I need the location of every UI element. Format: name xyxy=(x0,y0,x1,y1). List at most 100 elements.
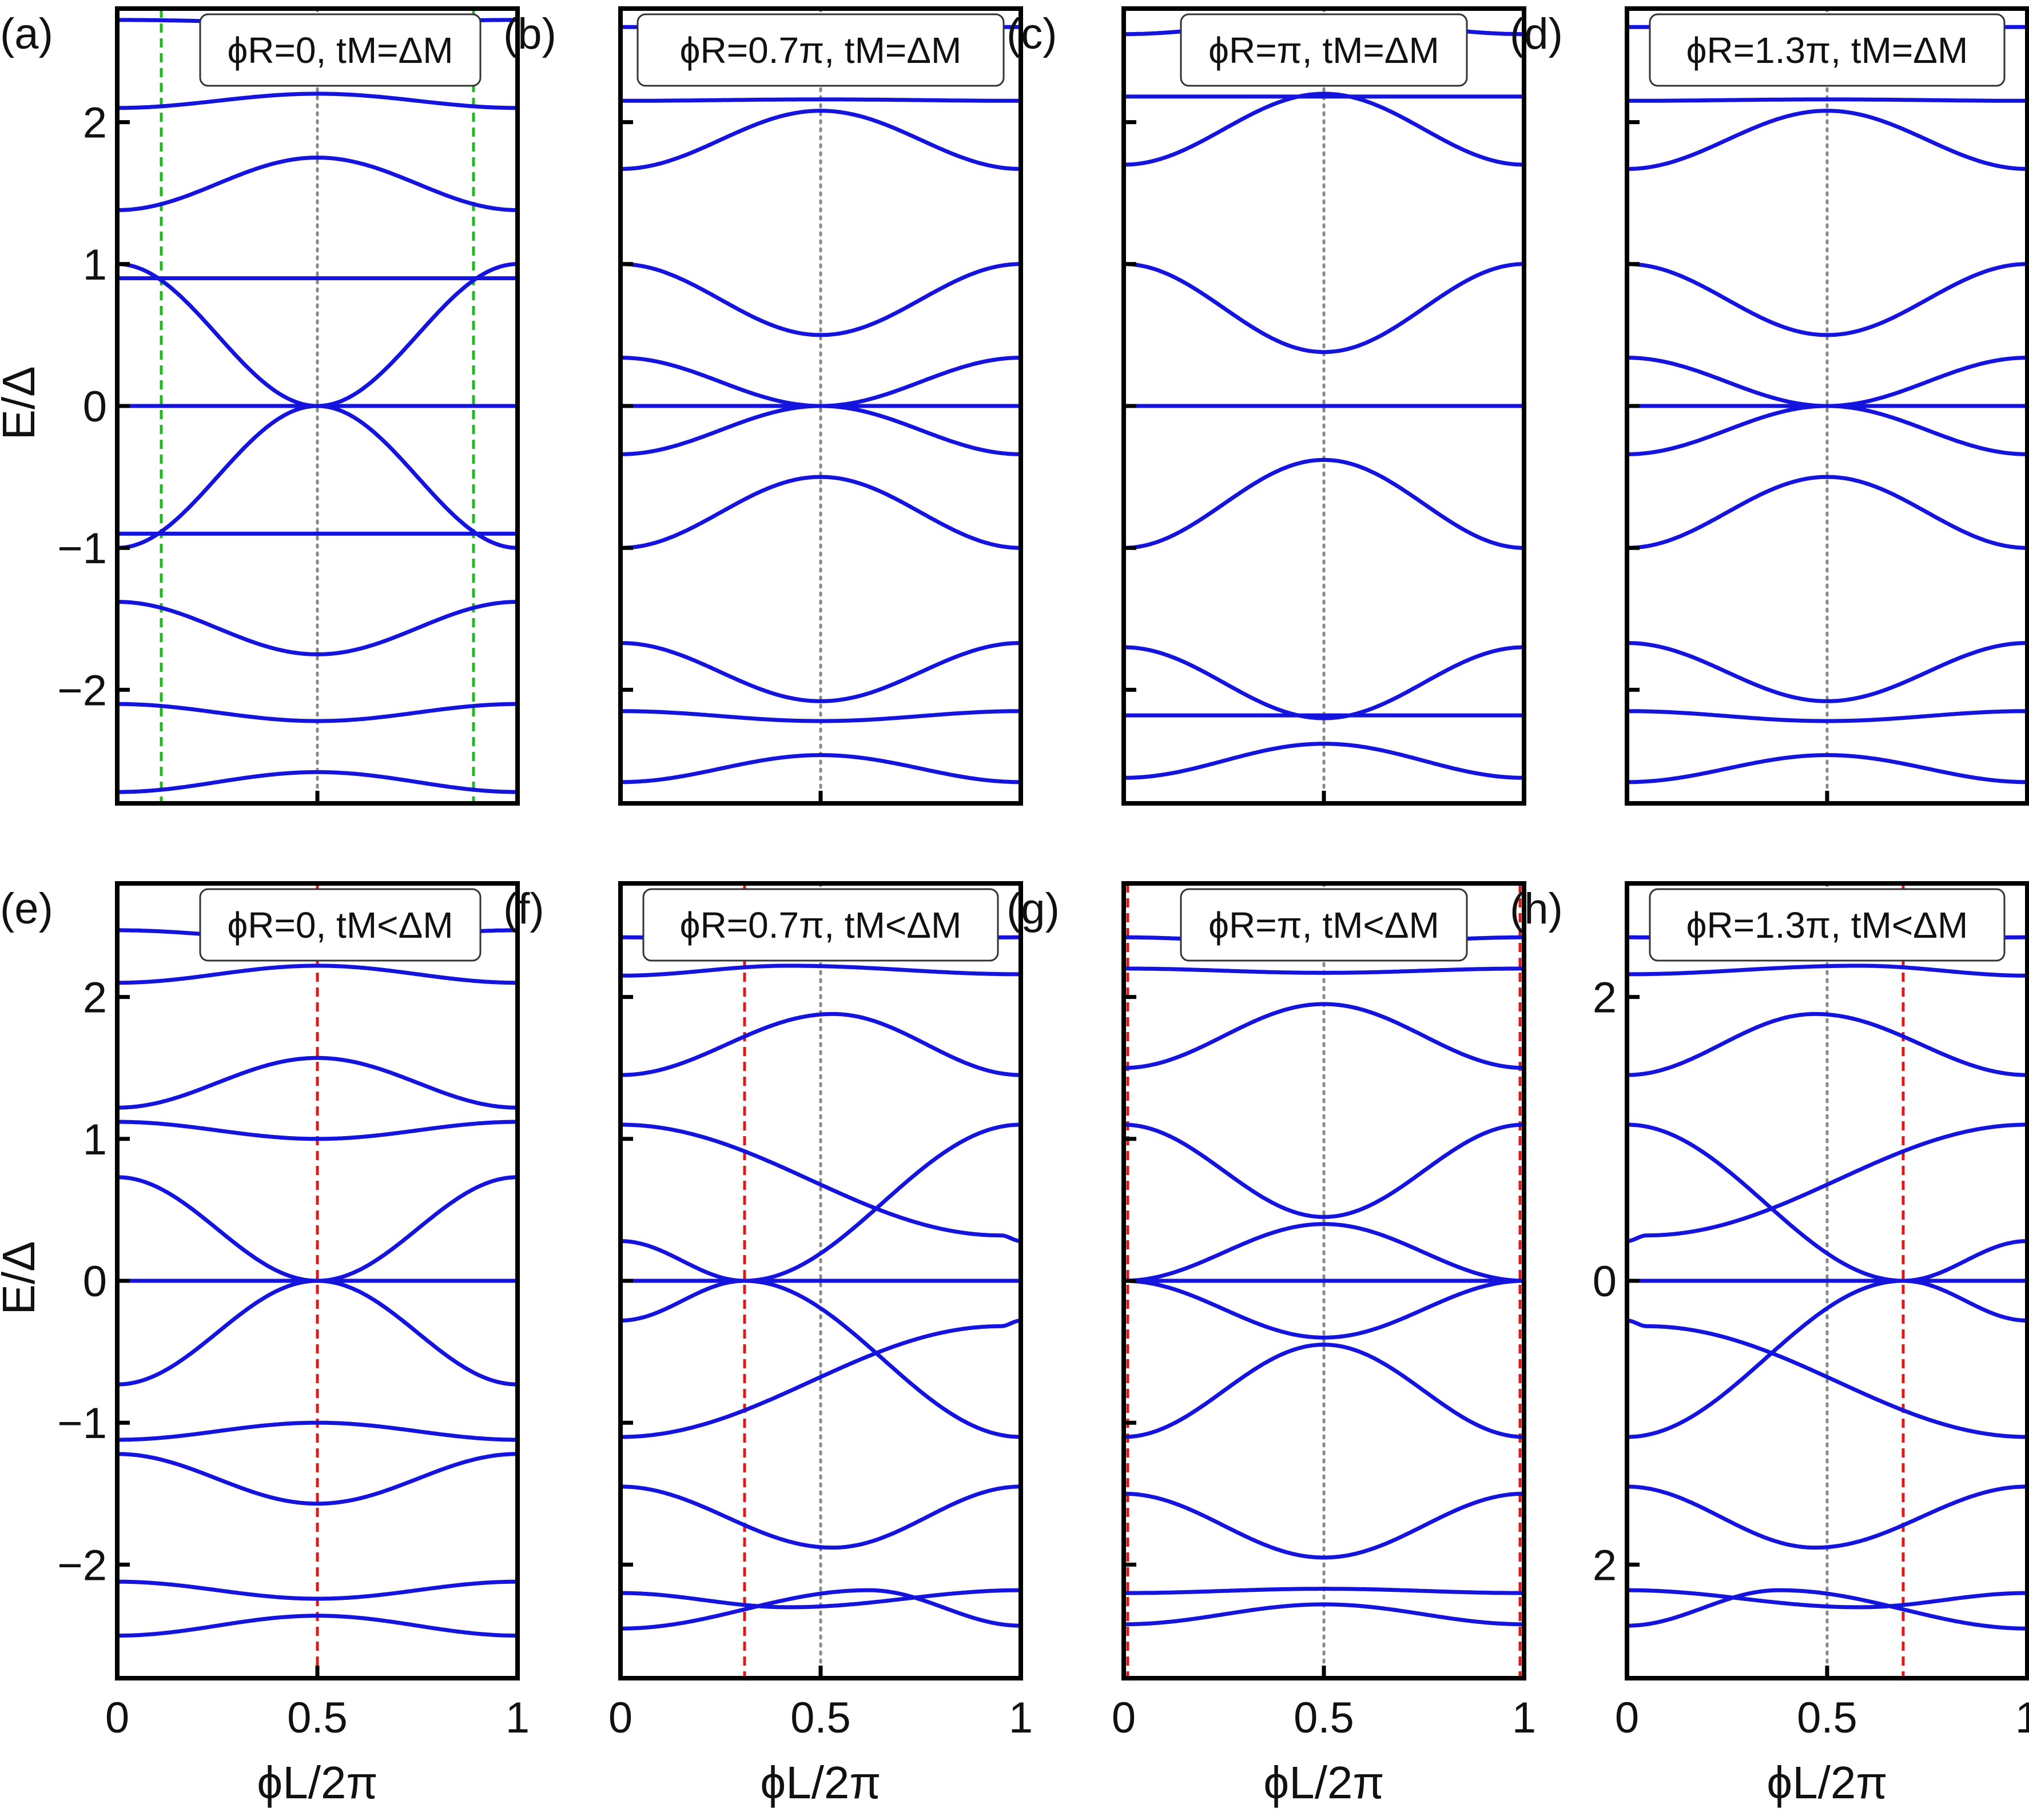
legend-text: ϕR=π, tM=ΔM xyxy=(1208,30,1439,71)
energy-band-line xyxy=(620,1484,1021,1550)
panel-label: (a) xyxy=(0,10,53,58)
legend-text: ϕR=π, tM<ΔM xyxy=(1208,905,1439,946)
energy-band-line xyxy=(620,641,1021,703)
energy-band-line xyxy=(1124,645,1524,720)
energy-band-line xyxy=(117,600,518,656)
energy-band-line xyxy=(1124,1122,1524,1219)
panel-c: (c) ϕR=π, tM=ΔM xyxy=(1006,6,1526,806)
x-tick-label: 0 xyxy=(105,1694,129,1742)
energy-band-line xyxy=(620,1319,1021,1439)
energy-band-line xyxy=(620,356,1021,408)
energy-band-line xyxy=(117,1452,518,1506)
legend-box xyxy=(1180,888,1468,962)
energy-band-line xyxy=(1627,1588,2027,1610)
panel-g: 0 0.5 1 (g) ϕR=π, tM<ΔM xyxy=(1006,881,1536,1742)
x-tick-label: 1 xyxy=(1009,1694,1033,1742)
energy-band-line xyxy=(620,1588,1021,1631)
y-tick-label: 2 xyxy=(83,974,107,1022)
energy-band-line xyxy=(1627,641,2027,703)
legend-text: ϕR=0, tM<ΔM xyxy=(227,905,453,946)
y-tick-label: 1 xyxy=(83,241,107,289)
plot-area-b xyxy=(620,9,1021,803)
energy-band-line xyxy=(1627,709,2027,723)
panels-layer: −2 −1 0 1 2 (a) ϕR=0, tM=ΔM (b) ϕR=0.7π, tM=ΔM (c… xyxy=(0,6,2029,1742)
y-tick-label: 1 xyxy=(83,1116,107,1164)
x-tick-label: 1 xyxy=(2015,1694,2029,1742)
x-axis-title-g: ϕL/2π xyxy=(1263,1757,1384,1808)
panel-e: −2 −1 0 1 2 0 0.5 1 (e) ϕR=0, tM<ΔM xyxy=(0,881,530,1742)
energy-band-line xyxy=(117,1614,518,1638)
panel-label: (b) xyxy=(503,10,556,58)
energy-band-line xyxy=(117,770,518,794)
legend-text: ϕR=0.7π, tM=ΔM xyxy=(680,30,962,71)
energy-band-line xyxy=(1124,91,1524,167)
energy-band-line xyxy=(1627,1011,2027,1077)
energy-band-line xyxy=(1124,1279,1524,1340)
legend-box xyxy=(199,888,482,962)
energy-band-line xyxy=(1627,262,2027,337)
energy-band-line xyxy=(1124,457,1524,550)
energy-band-line xyxy=(117,91,518,110)
energy-band-line xyxy=(1627,109,2027,171)
x-tick-label: 0 xyxy=(608,1694,632,1742)
plot-area-e xyxy=(117,883,518,1678)
energy-band-line xyxy=(1627,97,2027,103)
legend-text: ϕR=1.3π, tM=ΔM xyxy=(1686,30,1968,71)
energy-band-line xyxy=(620,1122,1021,1243)
panel-f: 0 0.5 1 (f) ϕR=0.7π, tM<ΔM xyxy=(503,881,1033,1742)
energy-band-line xyxy=(117,156,518,212)
energy-band-line xyxy=(1124,966,1524,975)
energy-band-line xyxy=(1124,742,1524,780)
y-axis-title-top: E/Δ xyxy=(0,366,44,440)
energy-band-line xyxy=(117,963,518,985)
energy-band-line xyxy=(1124,1491,1524,1560)
energy-band-line xyxy=(1124,1587,1524,1595)
energy-band-line xyxy=(1627,404,2027,456)
panel-label: (f) xyxy=(503,885,544,933)
y-tick-label: 0 xyxy=(83,1257,107,1306)
panel-b: (b) ϕR=0.7π, tM=ΔM xyxy=(503,6,1023,806)
y-axis-title-bottom: E/Δ xyxy=(0,1241,44,1315)
energy-band-line xyxy=(1627,1279,2027,1439)
panel-a: −2 −1 0 1 2 (a) ϕR=0, tM=ΔM xyxy=(0,6,520,806)
energy-band-line xyxy=(1627,1588,2027,1631)
energy-band-line xyxy=(620,404,1021,456)
energy-band-line xyxy=(620,1122,1021,1283)
y-tick-label: 2 xyxy=(83,99,107,148)
legend-text: ϕR=0, tM=ΔM xyxy=(227,30,453,71)
y-tick-label: 2 xyxy=(1593,974,1617,1022)
energy-band-line xyxy=(620,1279,1021,1439)
energy-band-line xyxy=(620,963,1021,978)
energy-band-line xyxy=(620,753,1021,784)
energy-band-line xyxy=(1627,356,2027,408)
x-tick-label: 1 xyxy=(1512,1694,1536,1742)
energy-band-line xyxy=(620,97,1021,103)
energy-band-line xyxy=(1124,1602,1524,1627)
x-tick-label: 0.5 xyxy=(790,1694,851,1742)
energy-band-line xyxy=(1124,1343,1524,1439)
energy-band-line xyxy=(117,1579,518,1601)
plot-area-c xyxy=(1124,9,1524,803)
energy-band-line xyxy=(620,475,1021,550)
y-tick-label: −1 xyxy=(57,524,107,573)
energy-band-line xyxy=(1627,1484,2027,1550)
y-tick-label: −1 xyxy=(57,1399,107,1448)
panel-label: (d) xyxy=(1510,10,1563,58)
energy-band-line xyxy=(117,702,518,723)
x-tick-label: 1 xyxy=(506,1694,530,1742)
x-tick-label: 0 xyxy=(1112,1694,1136,1742)
panel-label: (g) xyxy=(1006,885,1060,933)
energy-band-line xyxy=(620,1588,1021,1610)
x-axis-title-e: ϕL/2π xyxy=(257,1757,377,1808)
x-axis-title-h: ϕL/2π xyxy=(1767,1757,1887,1808)
energy-band-line xyxy=(620,709,1021,723)
x-tick-label: 0 xyxy=(1615,1694,1639,1742)
energy-band-line xyxy=(1124,1222,1524,1283)
panel-label: (h) xyxy=(1510,885,1563,933)
x-tick-label: 0.5 xyxy=(1797,1694,1857,1742)
panel-label: (c) xyxy=(1006,10,1057,58)
energy-band-line xyxy=(620,109,1021,171)
panel-d: (d) ϕR=1.3π, tM=ΔM xyxy=(1510,6,2029,806)
plot-area-f xyxy=(620,883,1021,1678)
